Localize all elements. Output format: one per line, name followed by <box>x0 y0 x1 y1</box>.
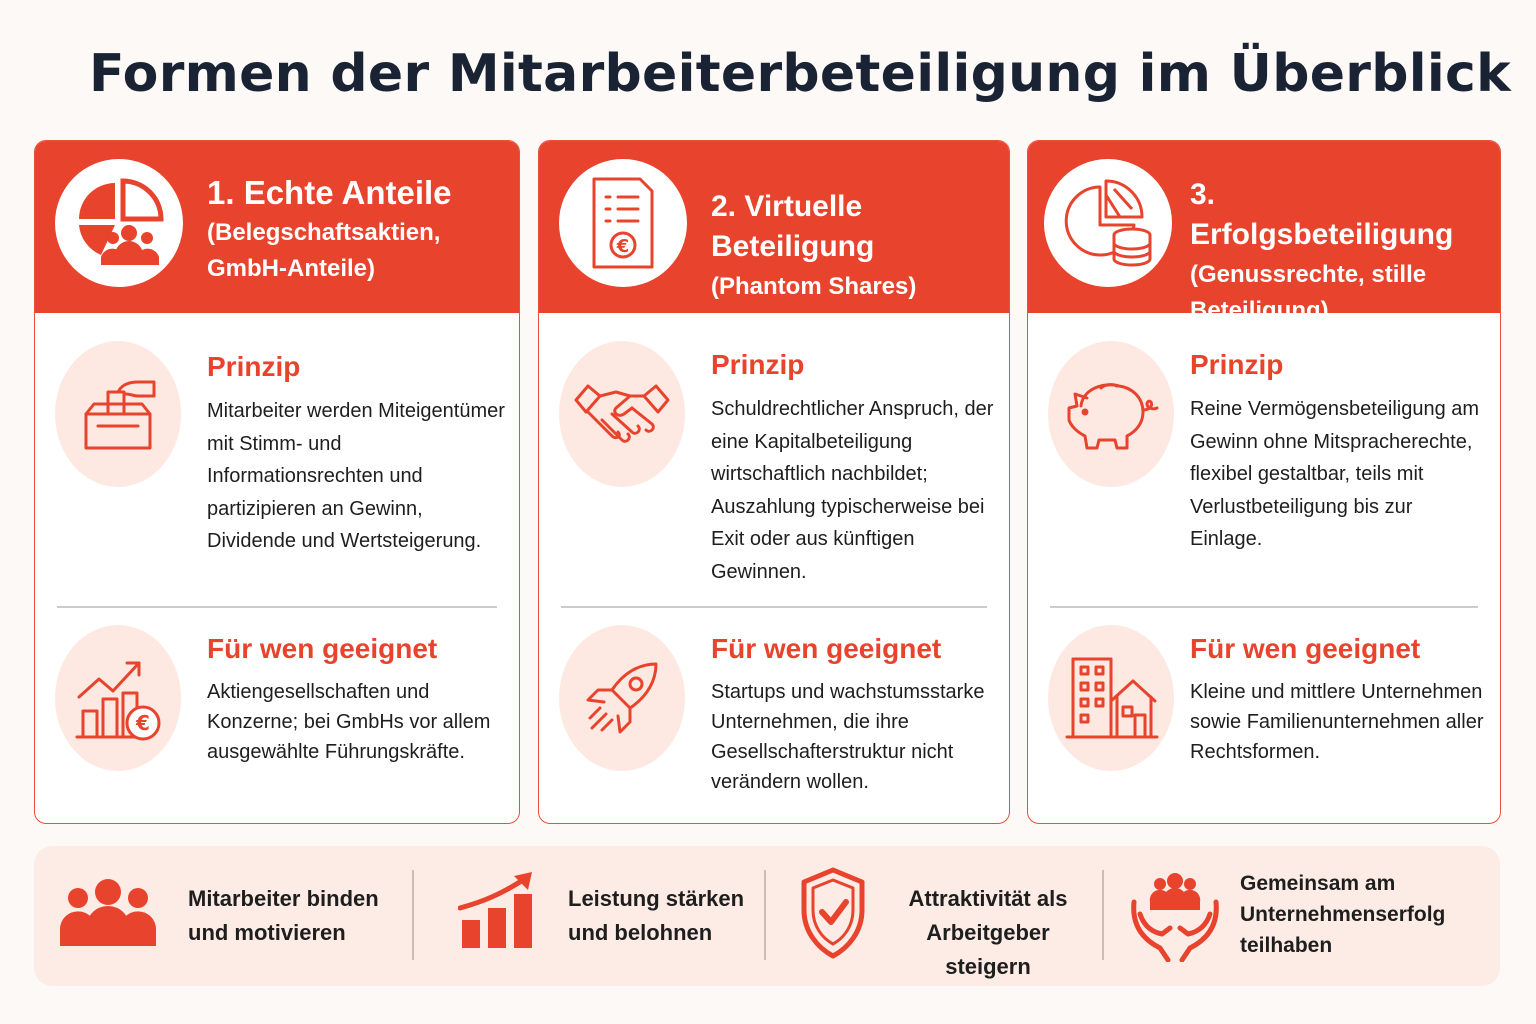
divider <box>561 606 987 608</box>
page-title: Formen der Mitarbeiterbeteiligung im Übe… <box>88 44 1512 104</box>
divider <box>57 606 497 608</box>
card-echte-anteile: 1. Echte Anteile (Belegschaftsaktien, Gm… <box>34 140 520 824</box>
svg-text:€: € <box>616 236 630 257</box>
suitable-text: Kleine und mittlere Unternehmen sowie Fa… <box>1190 681 1484 763</box>
benefit-text: Mitarbeiter binden und motivieren <box>188 886 379 945</box>
suitable-heading: Für wen geeignet <box>1190 633 1421 664</box>
buildings-icon <box>1048 625 1174 771</box>
card-header: € 2. Virtuelle Beteiligung (Phantom Shar… <box>539 141 1009 313</box>
divider <box>1050 606 1478 608</box>
ballot-box-icon <box>55 341 181 487</box>
piggy-bank-icon <box>1048 341 1174 487</box>
hands-people-icon <box>1130 872 1220 962</box>
benefit-item: Attraktivität als Arbeitgeber steigern <box>766 846 1102 986</box>
pie-chart-people-icon <box>55 159 183 287</box>
benefit-text: Leistung stärken und belohnen <box>568 886 745 945</box>
principle-heading: Prinzip <box>711 349 805 380</box>
card-subtitle: (Phantom Shares) <box>711 273 917 300</box>
principle-text: Mitarbeiter werden Miteigentümer mit Sti… <box>207 400 505 552</box>
benefit-item: Mitarbeiter binden und motivieren <box>34 846 414 986</box>
card-title: 3. Erfolgsbeteiligung <box>1190 178 1454 251</box>
divider <box>1102 870 1104 960</box>
rocket-icon <box>559 625 685 771</box>
card-header: 3. Erfolgsbeteiligung (Genussrechte, sti… <box>1028 141 1500 324</box>
pie-chart-coins-icon <box>1044 159 1172 287</box>
divider <box>412 870 414 960</box>
benefit-item: Gemeinsam am Unternehmenserfolg teilhabe… <box>1104 846 1500 986</box>
card-virtuelle-beteiligung: € 2. Virtuelle Beteiligung (Phantom Shar… <box>538 140 1010 824</box>
growth-chart-euro-icon: € <box>55 625 181 771</box>
card-erfolgsbeteiligung: 3. Erfolgsbeteiligung (Genussrechte, sti… <box>1027 140 1501 824</box>
euro-document-icon: € <box>559 159 687 287</box>
suitable-text: Aktiengesellschaften und Konzerne; bei G… <box>207 681 491 763</box>
card-title: 1. Echte Anteile <box>207 174 452 211</box>
card-subtitle: (Genussrechte, stille Beteiligung) <box>1190 261 1427 324</box>
suitable-text: Startups und wachstumsstarke Unternehmen… <box>711 681 985 793</box>
card-header: 1. Echte Anteile (Belegschaftsaktien, Gm… <box>35 141 519 313</box>
shield-check-icon <box>798 866 868 960</box>
suitable-heading: Für wen geeignet <box>711 633 942 664</box>
svg-text:€: € <box>135 711 150 735</box>
principle-text: Reine Vermögensbeteiligung am Gewinn ohn… <box>1190 398 1480 550</box>
principle-heading: Prinzip <box>1190 349 1284 380</box>
principle-heading: Prinzip <box>207 351 301 382</box>
benefit-text: Attraktivität als Arbeitgeber steigern <box>908 886 1068 979</box>
benefit-text: Gemeinsam am Unternehmenserfolg teilhabe… <box>1240 872 1446 957</box>
growth-bars-icon <box>458 868 542 950</box>
handshake-icon <box>559 341 685 487</box>
team-icon <box>58 876 158 948</box>
benefit-item: Leistung stärken und belohnen <box>414 846 764 986</box>
card-subtitle: (Belegschaftsaktien, GmbH-Anteile) <box>207 219 441 282</box>
divider <box>764 870 766 960</box>
suitable-heading: Für wen geeignet <box>207 633 438 664</box>
benefits-bar: Mitarbeiter binden und motivieren Leistu… <box>34 846 1500 986</box>
principle-text: Schuldrechtlicher Anspruch, der eine Kap… <box>711 398 994 583</box>
card-title: 2. Virtuelle Beteiligung <box>711 190 875 263</box>
